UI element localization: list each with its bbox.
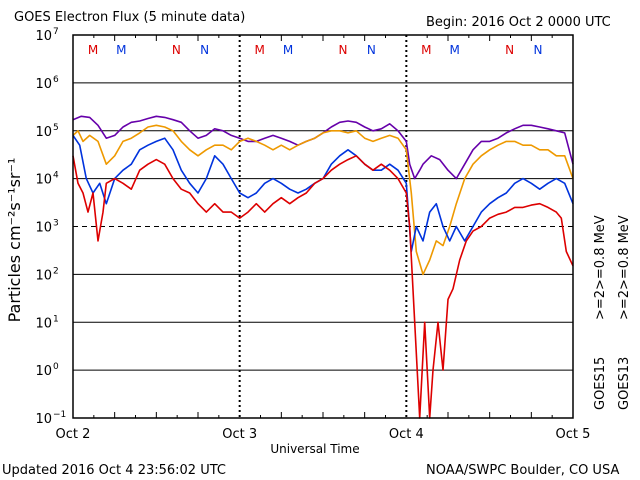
series-line-1 (72, 124, 574, 276)
grid-lines (73, 82, 573, 371)
noaa-credit: NOAA/SWPC Boulder, CO USA (426, 463, 619, 478)
series-line-3 (72, 155, 574, 419)
plot-frame (72, 34, 574, 419)
begin-time: Begin: 2016 Oct 2 0000 UTC (426, 15, 611, 30)
y-tick-exp-1e6: 6 (53, 75, 59, 85)
day-dividers (93, 35, 553, 418)
y-tick-label-1e-1: 10 (35, 412, 52, 427)
chart-title: GOES Electron Flux (5 minute data) (14, 10, 245, 25)
y-tick-label-1e2: 10 (35, 268, 52, 283)
y-tick-label-1e5: 10 (35, 125, 52, 140)
marker-M-1: M (116, 43, 126, 57)
series-line-0 (72, 115, 574, 180)
marker-N-3: N (200, 43, 209, 57)
marker-N-6: N (339, 43, 348, 57)
goes13-label: GOES13 (617, 357, 632, 410)
x-tick-labels: Oct 2 Oct 3 Oct 4 Oct 5 (56, 427, 591, 442)
x-tick-label-Oct-5: Oct 5 (556, 427, 591, 442)
y-tick-label-1e1: 10 (35, 316, 52, 331)
x-tick-label-Oct-2: Oct 2 (56, 427, 91, 442)
legend-goes15-08mev: >=0.8 MeV (593, 215, 608, 290)
y-tick-exp-1e0: 0 (53, 362, 59, 372)
y-tick-label-1e4: 10 (35, 173, 52, 188)
legend-goes15-2mev: >=2 (593, 290, 608, 320)
y-tick-exp-1e7: 7 (53, 27, 59, 37)
x-tick-label-Oct-3: Oct 3 (222, 427, 257, 442)
series-lines (72, 115, 574, 419)
series-line-2 (72, 134, 574, 253)
marker-N-7: N (367, 43, 376, 57)
marker-N-2: N (172, 43, 181, 57)
y-tick-label-1e6: 10 (35, 77, 52, 92)
legend-goes13-08mev: >=0.8 MeV (617, 215, 632, 290)
marker-N-11: N (534, 43, 543, 57)
marker-M-5: M (283, 43, 293, 57)
y-tick-exp-1e1: 1 (53, 314, 59, 324)
marker-M-0: M (88, 43, 98, 57)
y-axis-label: Particles cm⁻²s⁻¹sr⁻¹ (5, 158, 24, 323)
marker-M-4: M (254, 43, 264, 57)
y-tick-exp-1e5: 5 (53, 123, 59, 133)
marker-M-9: M (449, 43, 459, 57)
updated-timestamp: Updated 2016 Oct 4 23:56:02 UTC (2, 463, 226, 478)
legend-goes13-2mev: >=2 (617, 290, 632, 320)
x-tick-label-Oct-4: Oct 4 (389, 427, 424, 442)
y-tick-exp-1e-1: −1 (53, 410, 66, 420)
marker-M-8: M (421, 43, 431, 57)
goes15-label: GOES15 (593, 357, 608, 410)
y-tick-exp-1e4: 4 (53, 171, 59, 181)
y-tick-label-1e0: 10 (35, 364, 52, 379)
y-tick-exp-1e3: 3 (53, 219, 59, 229)
y-tick-exp-1e2: 2 (53, 266, 59, 276)
marker-N-10: N (505, 43, 514, 57)
y-tick-label-1e3: 10 (35, 221, 52, 236)
x-axis-label: Universal Time (270, 442, 359, 456)
y-tick-label-1e7: 10 (35, 29, 52, 44)
